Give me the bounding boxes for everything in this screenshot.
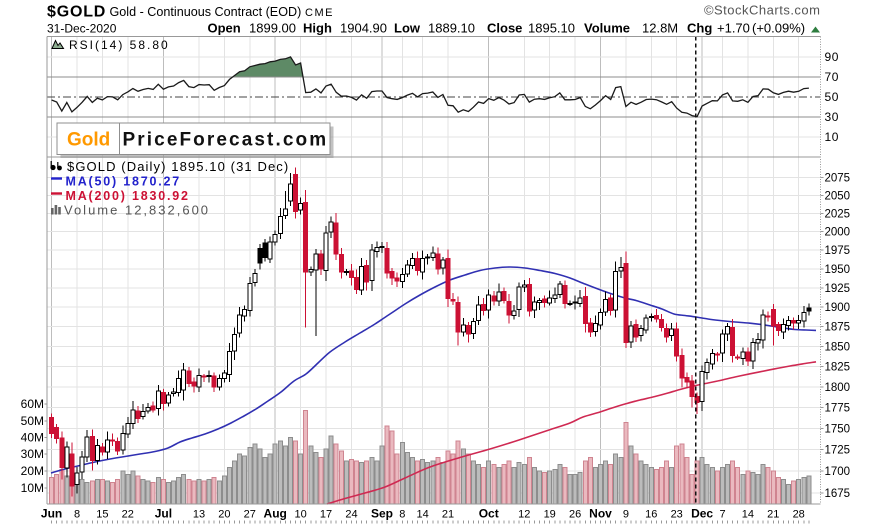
svg-text:9: 9 xyxy=(623,509,629,521)
svg-text:Open: Open xyxy=(208,21,241,36)
svg-text:12: 12 xyxy=(518,509,530,521)
svg-text:1950: 1950 xyxy=(825,264,851,276)
svg-text:50: 50 xyxy=(825,90,840,104)
svg-text:31-Dec-2020: 31-Dec-2020 xyxy=(47,22,117,36)
svg-text:60M: 60M xyxy=(21,397,44,411)
svg-text:13: 13 xyxy=(193,509,205,521)
svg-text:1975: 1975 xyxy=(825,245,851,257)
svg-text:8: 8 xyxy=(399,509,405,521)
svg-text:19: 19 xyxy=(544,509,556,521)
svg-text:Jul: Jul xyxy=(155,507,172,521)
svg-text:16: 16 xyxy=(645,509,657,521)
svg-text:Chg: Chg xyxy=(687,21,712,36)
svg-text:CME: CME xyxy=(305,7,334,19)
svg-text:Close: Close xyxy=(487,21,522,36)
svg-text:10: 10 xyxy=(825,130,840,144)
svg-text:20: 20 xyxy=(218,509,230,521)
svg-text:$GOLD: $GOLD xyxy=(47,4,106,21)
svg-text:2050: 2050 xyxy=(825,190,851,202)
svg-text:1900: 1900 xyxy=(825,302,851,314)
svg-text:MA(200) 1830.92: MA(200) 1830.92 xyxy=(66,189,190,203)
svg-text:21: 21 xyxy=(442,509,454,521)
svg-text:1889.10: 1889.10 xyxy=(428,21,475,36)
svg-text:Sep: Sep xyxy=(371,507,393,521)
svg-text:2075: 2075 xyxy=(825,173,851,185)
svg-text:1800: 1800 xyxy=(825,382,851,394)
svg-text:10: 10 xyxy=(294,509,306,521)
svg-text:14: 14 xyxy=(742,509,754,521)
svg-text:70: 70 xyxy=(825,70,840,84)
svg-text:27: 27 xyxy=(244,509,256,521)
svg-text:20M: 20M xyxy=(21,464,44,478)
svg-text:+1.70: +1.70 xyxy=(717,21,750,36)
svg-text:10M: 10M xyxy=(21,481,44,495)
svg-text:Nov: Nov xyxy=(589,507,612,521)
svg-text:1750: 1750 xyxy=(825,423,851,435)
svg-text:30M: 30M xyxy=(21,447,44,461)
svg-text:21: 21 xyxy=(767,509,779,521)
svg-text:26: 26 xyxy=(569,509,581,521)
svg-text:15: 15 xyxy=(96,509,108,521)
svg-text:Gold - Continuous Contract (EO: Gold - Continuous Contract (EOD) xyxy=(110,5,302,19)
svg-text:Dec: Dec xyxy=(691,507,713,521)
svg-text:Oct: Oct xyxy=(479,507,499,521)
svg-text:12.8M: 12.8M xyxy=(642,21,678,36)
svg-text:22: 22 xyxy=(122,509,134,521)
svg-text:8: 8 xyxy=(74,509,80,521)
svg-text:$GOLD (Daily) 1895.10 (31 Dec): $GOLD (Daily) 1895.10 (31 Dec) xyxy=(67,159,289,174)
svg-text:PriceForecast.com: PriceForecast.com xyxy=(123,130,329,151)
svg-text:50M: 50M xyxy=(21,414,44,428)
svg-text:1675: 1675 xyxy=(825,488,851,500)
svg-text:1825: 1825 xyxy=(825,362,851,374)
svg-text:Low: Low xyxy=(394,21,421,36)
svg-text:40M: 40M xyxy=(21,431,44,445)
svg-text:28: 28 xyxy=(793,509,805,521)
svg-text:Aug: Aug xyxy=(264,507,287,521)
svg-text:Gold: Gold xyxy=(67,130,110,151)
svg-text:1895.10: 1895.10 xyxy=(528,21,575,36)
svg-text:2000: 2000 xyxy=(825,227,851,239)
svg-text:Volume 12,832,600: Volume 12,832,600 xyxy=(64,202,210,217)
svg-text:1925: 1925 xyxy=(825,283,851,295)
svg-text:1875: 1875 xyxy=(825,322,851,334)
svg-text:1904.90: 1904.90 xyxy=(340,21,387,36)
svg-text:1899.00: 1899.00 xyxy=(249,21,296,36)
svg-text:1850: 1850 xyxy=(825,342,851,354)
svg-text:7: 7 xyxy=(719,509,725,521)
svg-text:Volume: Volume xyxy=(584,21,630,36)
svg-text:2025: 2025 xyxy=(825,208,851,220)
svg-text:Jun: Jun xyxy=(41,507,62,521)
svg-text:MA(50) 1870.27: MA(50) 1870.27 xyxy=(66,174,182,188)
svg-text:90: 90 xyxy=(825,50,840,64)
svg-text:14: 14 xyxy=(416,509,428,521)
svg-text:24: 24 xyxy=(345,509,357,521)
svg-text:High: High xyxy=(303,21,332,36)
svg-text:1725: 1725 xyxy=(825,445,851,457)
svg-text:1775: 1775 xyxy=(825,402,851,414)
svg-text:17: 17 xyxy=(320,509,332,521)
svg-text:23: 23 xyxy=(671,509,683,521)
svg-text:30: 30 xyxy=(825,110,840,124)
svg-text:©StockCharts.com: ©StockCharts.com xyxy=(704,3,821,18)
svg-text:RSI(14) 58.80: RSI(14) 58.80 xyxy=(69,38,170,52)
svg-text:(+0.09%): (+0.09%) xyxy=(752,21,805,36)
svg-text:1700: 1700 xyxy=(825,466,851,478)
